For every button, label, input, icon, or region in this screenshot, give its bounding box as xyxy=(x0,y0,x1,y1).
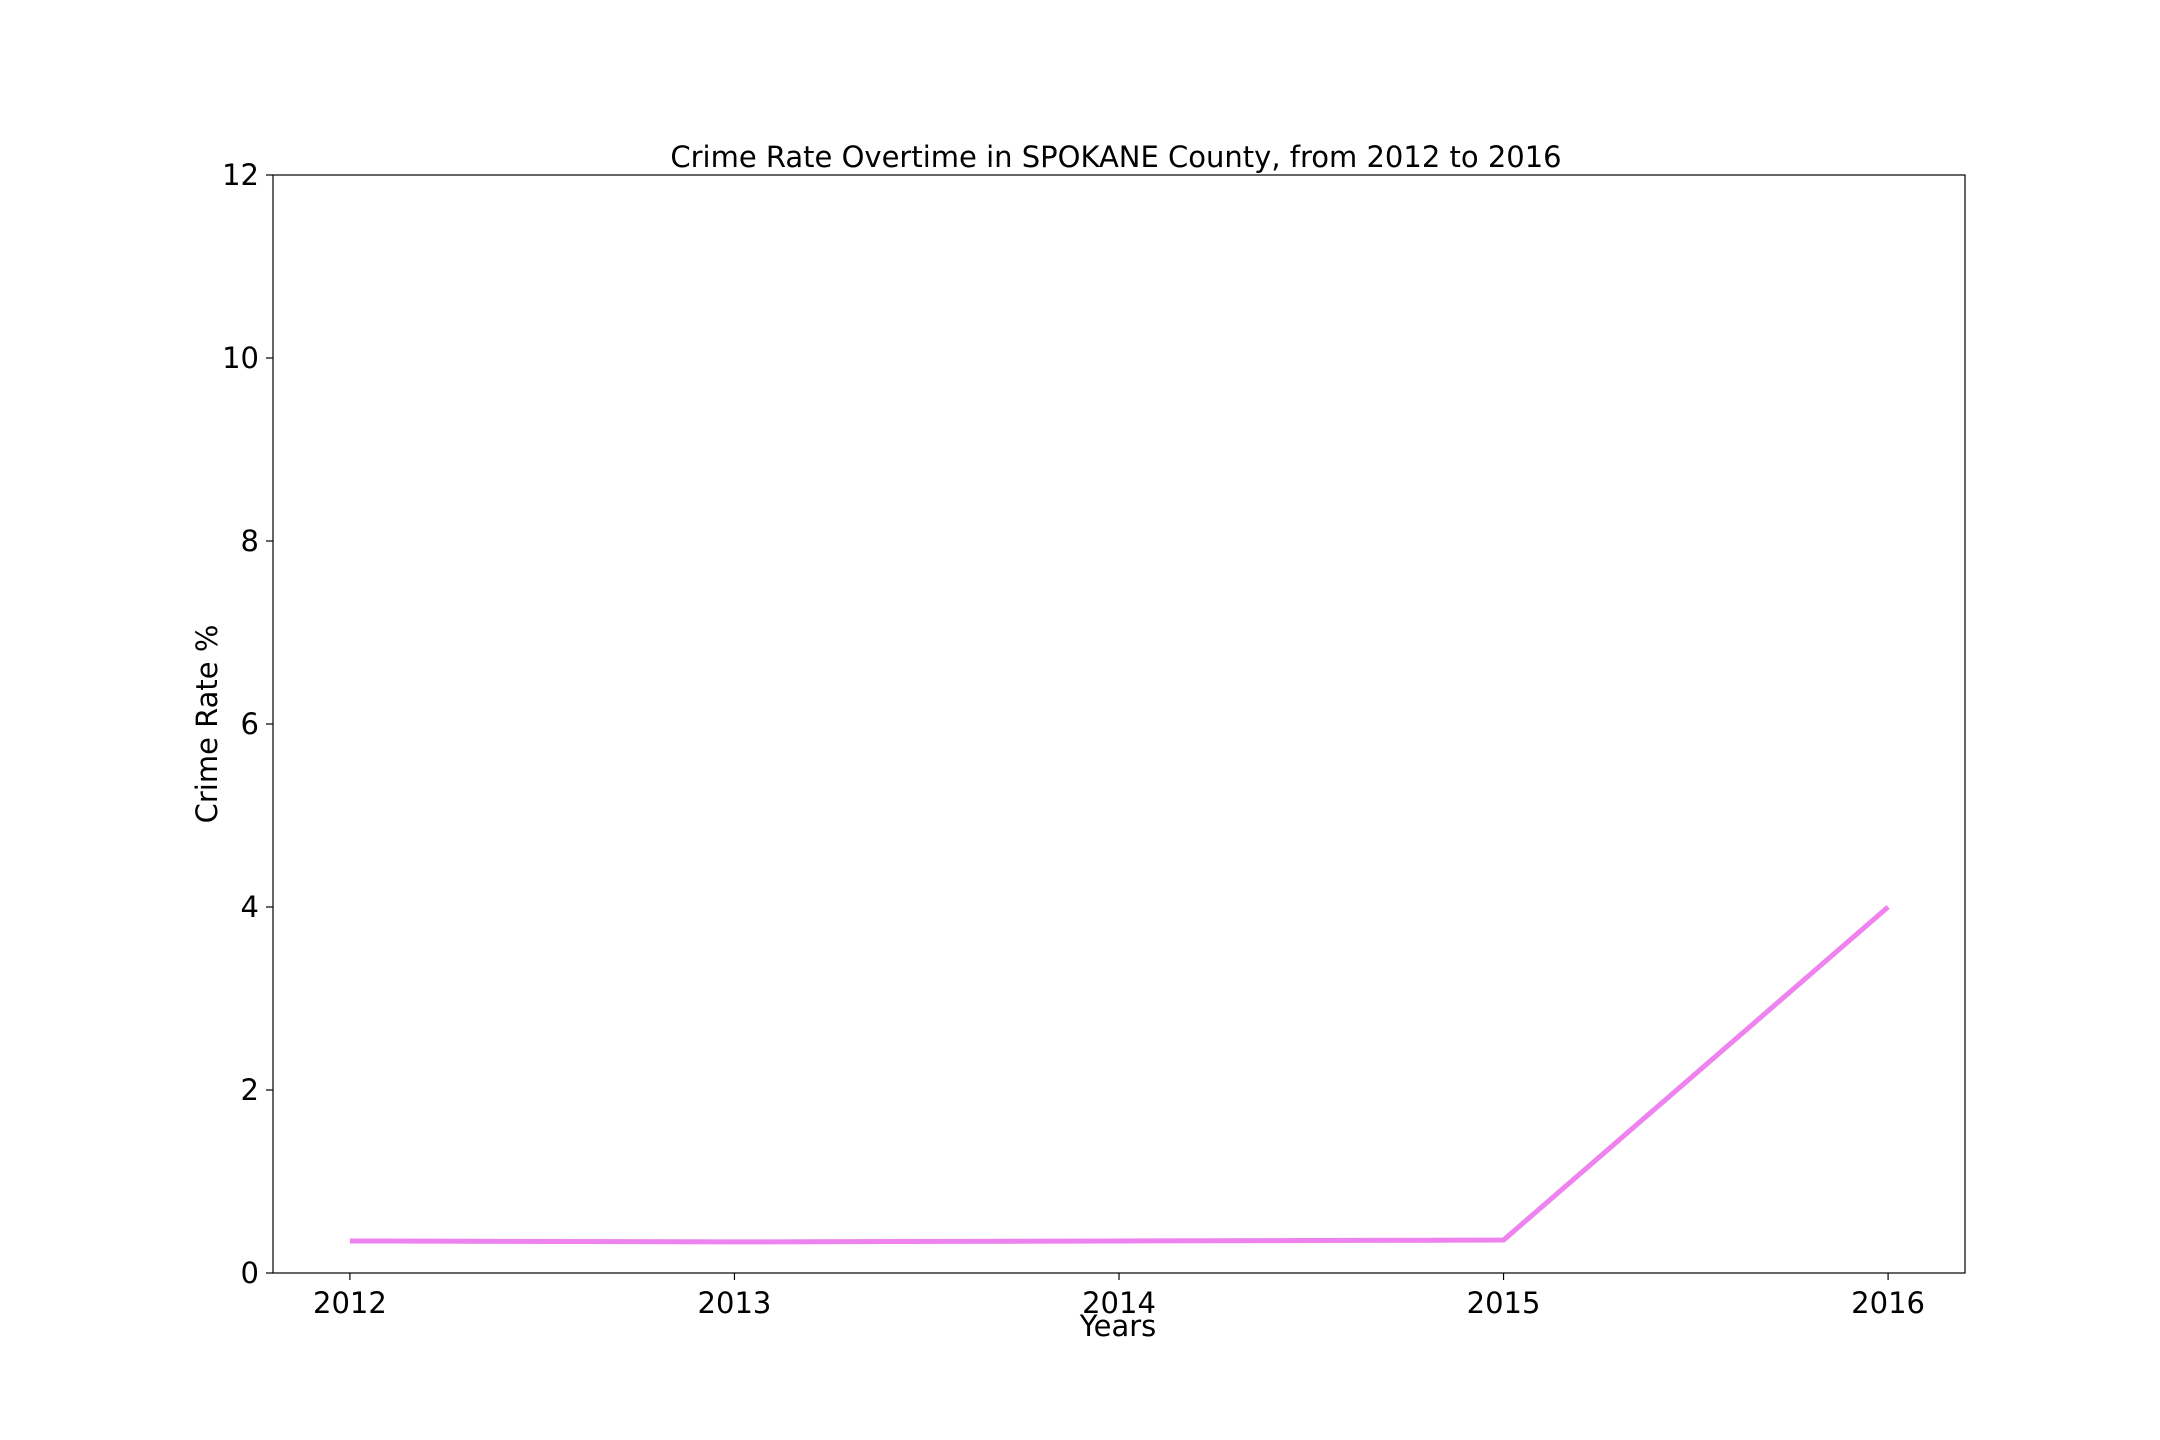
y-axis-label: Crime Rate % xyxy=(190,625,224,824)
y-axis: 0 2 4 6 8 10 12 xyxy=(222,158,273,1290)
x-tick-label: 2016 xyxy=(1851,1286,1925,1320)
y-tick-label: 6 xyxy=(241,707,259,741)
y-tick-label: 8 xyxy=(241,524,259,558)
chart-title: Crime Rate Overtime in SPOKANE County, f… xyxy=(670,140,1561,174)
x-axis: 2012 2013 2014 2015 2016 xyxy=(313,1273,1925,1320)
series-line xyxy=(349,905,1890,1245)
series-layer xyxy=(349,905,1890,1245)
x-tick-label: 2015 xyxy=(1467,1286,1541,1320)
x-axis-label: Years xyxy=(1079,1309,1157,1343)
y-tick-label: 10 xyxy=(222,341,259,375)
x-tick-label: 2012 xyxy=(313,1286,387,1320)
x-tick-label: 2013 xyxy=(698,1286,772,1320)
y-tick-label: 12 xyxy=(222,158,259,192)
y-tick-label: 4 xyxy=(241,890,259,924)
y-tick-label: 2 xyxy=(241,1073,259,1107)
y-tick-label: 0 xyxy=(241,1256,259,1290)
x-tick-label: 2014 xyxy=(1082,1286,1156,1320)
